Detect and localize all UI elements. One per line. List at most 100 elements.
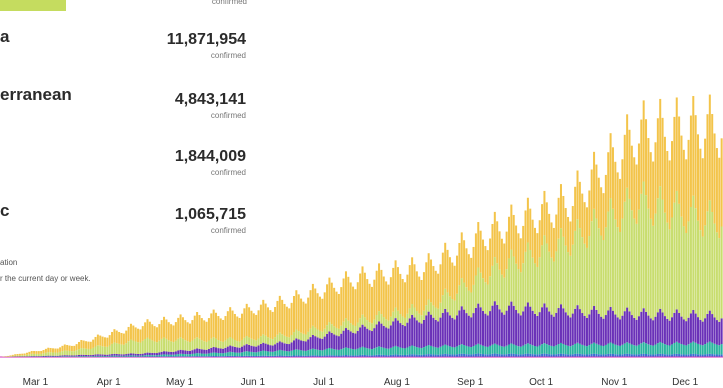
bar-americas	[675, 97, 678, 191]
note-line-2: r the current day or week.	[0, 274, 91, 283]
bar-africa	[328, 355, 331, 357]
bar-americas	[250, 310, 253, 339]
bar-americas	[385, 281, 388, 320]
bar-europe	[203, 341, 206, 350]
bar-e_med	[281, 350, 284, 356]
bar-e_med	[418, 347, 421, 355]
bar-africa	[451, 354, 454, 357]
bar-europe	[432, 305, 435, 318]
bar-africa	[200, 356, 203, 357]
bar-europe	[11, 355, 14, 357]
bar-europe	[645, 195, 648, 312]
bar-americas	[96, 334, 99, 346]
bar-americas	[108, 335, 111, 346]
bar-americas	[441, 252, 444, 296]
bar-se_asia	[415, 320, 418, 348]
bar-americas	[229, 307, 232, 338]
bar-europe	[380, 314, 383, 324]
bar-americas	[637, 143, 640, 210]
bar-e_med	[448, 346, 451, 355]
region-sub-2: confirmed	[210, 111, 246, 120]
bar-americas	[666, 151, 669, 223]
bar-se_asia	[307, 339, 310, 351]
bar-americas	[406, 274, 409, 314]
bar-e_med	[451, 346, 454, 355]
bar-americas	[510, 204, 513, 250]
bar-africa	[368, 355, 371, 357]
bar-se_asia	[274, 344, 277, 352]
bar-africa	[366, 355, 369, 357]
bar-americas	[635, 164, 638, 224]
bar-europe	[441, 295, 444, 313]
bar-se_asia	[333, 334, 336, 350]
bar-se_asia	[463, 309, 466, 346]
bar-e_med	[576, 342, 579, 354]
bar-europe	[122, 344, 125, 355]
bar-europe	[363, 317, 366, 327]
bar-se_asia	[236, 347, 239, 353]
bar-americas	[181, 317, 184, 339]
bar-europe	[640, 193, 643, 312]
bar-africa	[394, 354, 397, 357]
bar-europe	[366, 320, 369, 329]
bar-e_med	[399, 347, 402, 355]
bar-se_asia	[103, 354, 106, 356]
bar-se_asia	[87, 355, 90, 357]
accent-tab[interactable]	[0, 0, 66, 11]
bar-se_asia	[630, 315, 633, 345]
bar-europe	[623, 201, 626, 312]
bar-e_med	[160, 354, 163, 357]
bar-e_med	[274, 351, 277, 356]
bar-se_asia	[680, 316, 683, 345]
bar-europe	[198, 338, 201, 349]
bar-se_asia	[186, 350, 189, 355]
bar-e_med	[458, 345, 461, 354]
bar-e_med	[387, 348, 390, 356]
bar-africa	[507, 353, 510, 357]
bar-se_asia	[666, 318, 669, 345]
bar-se_asia	[711, 314, 714, 343]
bar-africa	[630, 354, 633, 357]
bar-africa	[354, 355, 357, 357]
bar-africa	[472, 354, 475, 357]
bar-e_med	[649, 345, 652, 355]
bar-e_med	[479, 344, 482, 354]
bar-americas	[278, 295, 281, 333]
bar-se_asia	[89, 355, 92, 357]
bar-se_asia	[226, 346, 229, 353]
bar-europe	[588, 236, 591, 315]
bar-europe	[420, 315, 423, 324]
bar-africa	[290, 355, 293, 357]
bar-europe	[137, 342, 140, 354]
bar-e_med	[678, 342, 681, 355]
bar-e_med	[127, 355, 130, 357]
bar-americas	[562, 196, 565, 237]
bar-europe	[456, 293, 459, 316]
bar-se_asia	[611, 310, 614, 344]
bar-europe	[505, 269, 508, 311]
bar-europe	[621, 218, 624, 316]
bar-europe	[408, 308, 411, 319]
bar-e_med	[323, 349, 326, 356]
bar-e_med	[103, 355, 106, 357]
bar-se_asia	[205, 349, 208, 354]
bar-e_med	[567, 345, 570, 355]
bar-americas	[474, 233, 477, 276]
bar-europe	[628, 198, 631, 312]
bar-se_asia	[85, 354, 88, 357]
bar-europe	[30, 353, 33, 357]
bar-europe	[290, 335, 293, 343]
bar-se_asia	[713, 317, 716, 344]
bar-americas	[174, 322, 177, 341]
bar-americas	[7, 355, 10, 357]
bar-africa	[259, 355, 262, 357]
bar-se_asia	[125, 354, 128, 356]
bar-europe	[174, 340, 177, 352]
bar-americas	[205, 321, 208, 342]
bar-americas	[543, 190, 546, 236]
bar-se_asia	[600, 316, 603, 346]
bar-se_asia	[682, 319, 685, 345]
bar-americas	[189, 323, 192, 343]
bar-americas	[347, 276, 350, 321]
bar-americas	[427, 253, 430, 300]
